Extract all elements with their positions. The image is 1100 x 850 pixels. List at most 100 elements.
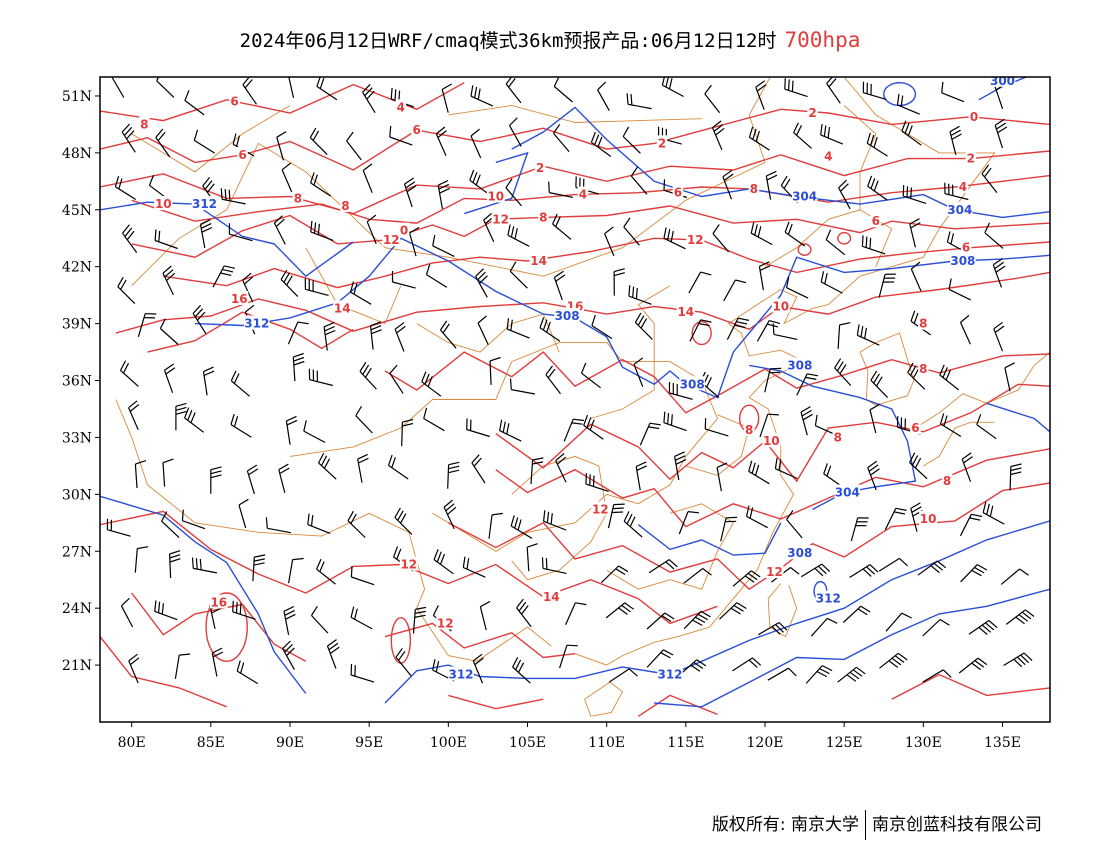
wind-barb <box>362 83 376 114</box>
lon-label: 110E <box>588 735 625 751</box>
temperature-contour-label: 6 <box>962 241 970 255</box>
wind-barb <box>759 413 779 438</box>
wind-barb <box>622 126 641 154</box>
wind-barb <box>137 313 157 337</box>
wind-barb <box>597 81 610 111</box>
wind-barb <box>939 413 962 438</box>
height-contour-label: 312 <box>244 317 269 331</box>
wind-barb <box>212 265 236 288</box>
wind-barb <box>202 366 215 396</box>
chart-title: 2024年06月12日WRF/cmaq模式36km预报产品:06月12日12时 7… <box>0 26 1100 53</box>
wind-barb <box>959 314 971 345</box>
wind-barb <box>879 652 908 669</box>
longitude-axis: 80E 85E 90E 95E 100E 105E 110E 115E 120E 125E 130E… <box>118 722 1021 751</box>
wind-barb <box>545 365 561 395</box>
wind-barb <box>623 511 643 538</box>
contour-label-bg <box>960 239 972 254</box>
wind-barb <box>369 321 382 350</box>
boundary-line <box>448 105 702 123</box>
wind-barb <box>366 214 377 245</box>
wind-barb <box>395 647 412 677</box>
contour-label-bg <box>748 180 760 195</box>
wind-barb <box>287 321 309 345</box>
temperature-contour-label: 4 <box>579 188 587 202</box>
contour-label-bg <box>491 211 510 226</box>
wind-barb <box>326 639 340 669</box>
wind-barb <box>280 269 299 298</box>
wind-barb <box>756 320 781 342</box>
wind-barb <box>435 126 447 157</box>
wind-barb <box>516 598 532 628</box>
wind-barb <box>412 606 427 634</box>
temperature-contour-label: 6 <box>230 95 238 109</box>
wind-barb <box>552 213 572 240</box>
wind-barb <box>981 164 998 193</box>
temperature-contour-label: 2 <box>967 152 975 166</box>
temperature-contour-label: 4 <box>959 180 967 194</box>
wind-barb <box>512 657 531 684</box>
wind-barb <box>820 123 844 145</box>
temperature-closed-contour <box>837 231 852 245</box>
wind-barb <box>772 323 798 340</box>
wind-barb <box>902 185 927 204</box>
wind-barb <box>211 647 224 677</box>
wind-barb <box>1004 362 1015 392</box>
wind-barb <box>470 128 482 159</box>
temperature-contour-label: 2 <box>536 161 544 175</box>
height-contour-label: 308 <box>787 546 812 560</box>
wind-barb <box>909 452 928 480</box>
footer-divider <box>865 810 866 840</box>
wind-barb <box>163 363 176 394</box>
wind-barb <box>252 554 266 582</box>
wind-barb <box>623 217 640 246</box>
wind-barb <box>466 418 490 438</box>
wind-barb <box>722 169 734 200</box>
wind-barb <box>288 557 304 584</box>
contour-label-bg <box>765 564 784 579</box>
wind-barb <box>862 81 887 100</box>
wind-barb <box>968 620 998 635</box>
lat-label: 48N <box>62 146 92 162</box>
boundary-line <box>115 399 552 662</box>
temperature-contour-label: 8 <box>834 430 842 444</box>
wind-barb <box>683 610 711 630</box>
temperature-contour-label: 14 <box>334 301 351 315</box>
contour-label-bg <box>139 116 150 131</box>
wind-barb <box>283 605 296 636</box>
wind-barb <box>856 324 880 346</box>
wind-barb <box>1000 568 1029 585</box>
contour-label-bg <box>771 298 790 313</box>
wind-barb <box>800 406 813 436</box>
temperature-contour-label: 16 <box>231 292 248 306</box>
contour-label-bg <box>244 315 270 330</box>
wind-barb <box>758 621 788 636</box>
wind-barb <box>553 123 570 152</box>
wind-barb <box>443 499 457 530</box>
contour-label-bg <box>656 135 668 150</box>
temperature-contour-label: 8 <box>745 423 753 437</box>
boundary-line <box>574 288 829 666</box>
wind-barb <box>128 653 140 684</box>
wind-barb <box>604 226 615 257</box>
wind-barb <box>585 473 609 492</box>
temperature-contour <box>448 694 544 710</box>
wind-barb <box>509 261 528 289</box>
wind-barb <box>117 276 136 305</box>
wind-barb <box>748 460 770 485</box>
contour-label-bg <box>333 300 352 315</box>
wind-barb <box>678 511 700 535</box>
temperature-contour-label: 2 <box>658 136 666 150</box>
wind-barb <box>630 166 648 195</box>
wind-barb <box>184 407 205 433</box>
lat-label: 45N <box>62 203 92 219</box>
wind-barb <box>758 261 771 291</box>
wind-barb <box>796 373 819 396</box>
wind-barb <box>922 669 952 683</box>
temperature-contour-label: 12 <box>400 558 417 572</box>
contour-label-bg <box>791 188 818 203</box>
wind-barb <box>505 178 522 207</box>
wind-barb <box>285 415 298 445</box>
wind-barb <box>784 78 808 98</box>
height-contour-label: 308 <box>680 377 705 391</box>
temperature-contour-label: 12 <box>437 616 454 630</box>
